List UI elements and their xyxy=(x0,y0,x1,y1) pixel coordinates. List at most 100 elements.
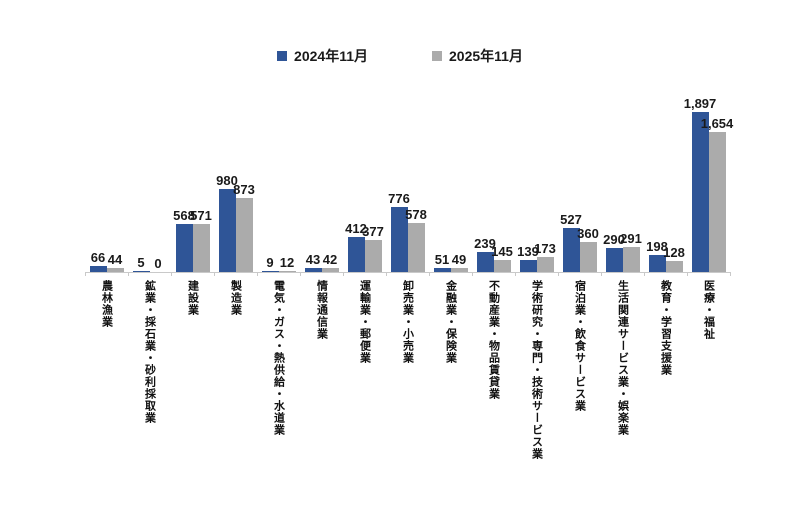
value-label: 1,654 xyxy=(700,116,734,131)
category-label: 農林漁業 xyxy=(100,280,113,328)
category-label: 医療・福祉 xyxy=(702,280,715,340)
bar-series-2 xyxy=(235,198,253,272)
bar-series-1 xyxy=(390,207,408,272)
bar-series-1 xyxy=(261,271,279,272)
bar-series-2 xyxy=(536,257,554,272)
axis-tick xyxy=(257,272,258,276)
value-label: 527 xyxy=(560,212,582,227)
category-label: 金融業・保険業 xyxy=(444,280,457,364)
bar-series-2 xyxy=(622,247,640,272)
bar-series-2 xyxy=(708,132,726,272)
value-label: 145 xyxy=(491,244,513,259)
axis-tick xyxy=(85,272,86,276)
value-label: 0 xyxy=(154,256,162,271)
bar-series-2 xyxy=(450,268,468,272)
bar-series-1 xyxy=(218,189,236,272)
value-label: 42 xyxy=(322,252,338,267)
axis-tick xyxy=(214,272,215,276)
axis-tick xyxy=(515,272,516,276)
bar-series-1 xyxy=(605,248,623,272)
value-label: 66 xyxy=(90,250,106,265)
value-label: 139 xyxy=(517,244,539,259)
bar-series-2 xyxy=(192,224,210,272)
axis-tick xyxy=(128,272,129,276)
value-label: 44 xyxy=(107,252,123,267)
x-axis-line xyxy=(85,272,730,273)
value-label: 12 xyxy=(279,255,295,270)
category-label: 生活関連サービス業・娯楽業 xyxy=(616,280,629,436)
value-label: 980 xyxy=(216,173,238,188)
bar-group: 412 377 運輸業・郵便業 xyxy=(343,100,386,364)
value-label: 198 xyxy=(646,239,668,254)
axis-tick xyxy=(687,272,688,276)
bar-group: 66 44 農林漁業 xyxy=(85,100,128,328)
axis-tick xyxy=(472,272,473,276)
bar-group: 198 128 教育・学習支援業 xyxy=(644,100,687,376)
bar-series-1 xyxy=(175,224,193,272)
axis-tick xyxy=(343,272,344,276)
value-label: 571 xyxy=(190,208,212,223)
bar-series-2 xyxy=(364,240,382,272)
bar-group: 239 145 不動産業・物品賃貸業 xyxy=(472,100,515,400)
legend-swatch-icon xyxy=(432,51,442,61)
axis-tick xyxy=(601,272,602,276)
bar-series-2 xyxy=(407,223,425,272)
value-label: 128 xyxy=(663,245,685,260)
category-label: 電気・ガス・熱供給・水道業 xyxy=(272,280,285,436)
bar-series-1 xyxy=(691,112,709,272)
category-label: 建設業 xyxy=(186,280,199,316)
bar-series-2 xyxy=(493,260,511,272)
legend-item: 2025年11月 xyxy=(432,46,523,66)
bar-group: 1,897 1,654 医療・福祉 xyxy=(683,96,734,340)
bar-group: 9 12 電気・ガス・熱供給・水道業 xyxy=(257,100,300,436)
bar-series-2 xyxy=(321,268,339,272)
bar-group: 51 49 金融業・保険業 xyxy=(429,100,472,364)
bar-group: 290 291 生活関連サービス業・娯楽業 xyxy=(601,100,644,436)
value-label: 360 xyxy=(577,226,599,241)
value-label: 578 xyxy=(405,207,427,222)
value-label: 51 xyxy=(434,252,450,267)
bar-group: 776 578 卸売業・小売業 xyxy=(386,100,429,364)
bar-series-2 xyxy=(106,268,124,272)
bar-series-1 xyxy=(304,268,322,272)
category-label: 製造業 xyxy=(229,280,242,316)
bar-group: 980 873 製造業 xyxy=(214,100,257,316)
axis-tick xyxy=(429,272,430,276)
value-label: 290 xyxy=(603,232,625,247)
axis-tick xyxy=(558,272,559,276)
axis-tick xyxy=(644,272,645,276)
legend-label: 2024年11月 xyxy=(294,48,368,64)
chart-legend: 2024年11月 2025年11月 xyxy=(0,46,800,66)
legend-swatch-icon xyxy=(277,51,288,61)
value-label: 9 xyxy=(266,255,274,270)
value-label: 873 xyxy=(233,182,255,197)
bar-series-1 xyxy=(132,271,150,272)
value-label: 239 xyxy=(474,236,496,251)
bar-group: 43 42 情報通信業 xyxy=(300,100,343,340)
legend-label: 2025年11月 xyxy=(449,48,523,64)
bar-series-1 xyxy=(433,268,451,272)
value-label: 568 xyxy=(173,208,195,223)
bar-series-1 xyxy=(89,266,107,272)
value-label: 412 xyxy=(345,221,367,236)
value-label: 5 xyxy=(137,255,145,270)
bar-group: 5 0 鉱業・採石業・砂利採取業 xyxy=(128,100,171,424)
axis-tick xyxy=(730,272,731,276)
bar-series-1 xyxy=(476,252,494,272)
category-label: 運輸業・郵便業 xyxy=(358,280,371,364)
bar-group: 568 571 建設業 xyxy=(171,100,214,316)
category-label: 不動産業・物品賃貸業 xyxy=(487,280,500,400)
value-label: 173 xyxy=(534,241,556,256)
value-label: 1,897 xyxy=(683,96,717,111)
category-label: 宿泊業・飲食サービス業 xyxy=(573,280,586,412)
bar-series-2 xyxy=(278,271,296,272)
value-label: 49 xyxy=(451,252,467,267)
category-label: 教育・学習支援業 xyxy=(659,280,672,376)
bar-series-1 xyxy=(347,237,365,272)
bar-series-1 xyxy=(519,260,537,272)
axis-tick xyxy=(171,272,172,276)
plot-area: 66 44 農林漁業 5 0 鉱業・採石業・砂利採取業 568 571 建設業 980 873 製造業… xyxy=(85,96,734,460)
legend-item: 2024年11月 xyxy=(277,46,368,66)
bar-series-2 xyxy=(665,261,683,272)
category-label: 卸売業・小売業 xyxy=(401,280,414,364)
